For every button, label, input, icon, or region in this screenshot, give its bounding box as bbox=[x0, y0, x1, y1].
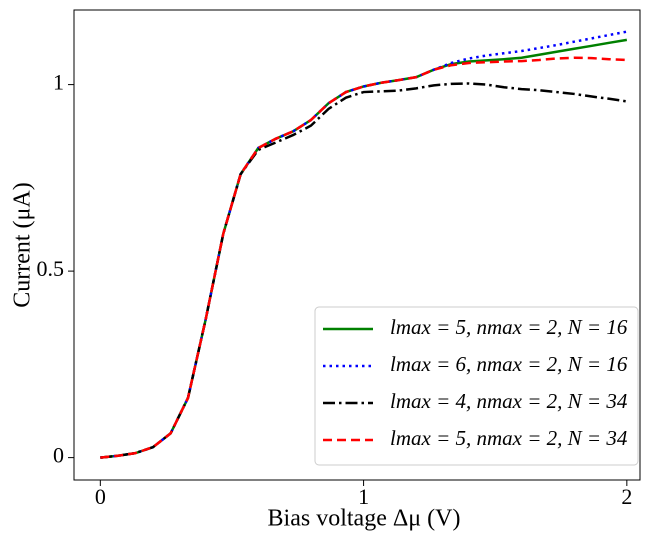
x-tick-label: 2 bbox=[621, 484, 632, 509]
y-tick-label: 1 bbox=[53, 70, 64, 95]
y-axis-label: Current (μA) bbox=[10, 182, 36, 308]
legend-label: lmax = 4, nmax = 2, N = 34 bbox=[390, 389, 628, 413]
legend-box bbox=[314, 306, 639, 466]
series-line bbox=[100, 56, 627, 459]
legend-label: lmax = 5, nmax = 2, N = 34 bbox=[390, 426, 628, 450]
legend-label: lmax = 5, nmax = 2, N = 16 bbox=[390, 315, 628, 339]
series-line bbox=[100, 30, 628, 459]
y-tick-label: 0 bbox=[53, 443, 64, 468]
y-tick-label: 0.5 bbox=[37, 256, 65, 281]
plot-frame bbox=[73, 9, 641, 481]
x-axis-label: Bias voltage Δμ (V) bbox=[268, 506, 461, 532]
legend-label: lmax = 6, nmax = 2, N = 16 bbox=[390, 352, 628, 376]
x-tick-label: 1 bbox=[358, 484, 369, 509]
x-tick-label: 0 bbox=[95, 484, 106, 509]
